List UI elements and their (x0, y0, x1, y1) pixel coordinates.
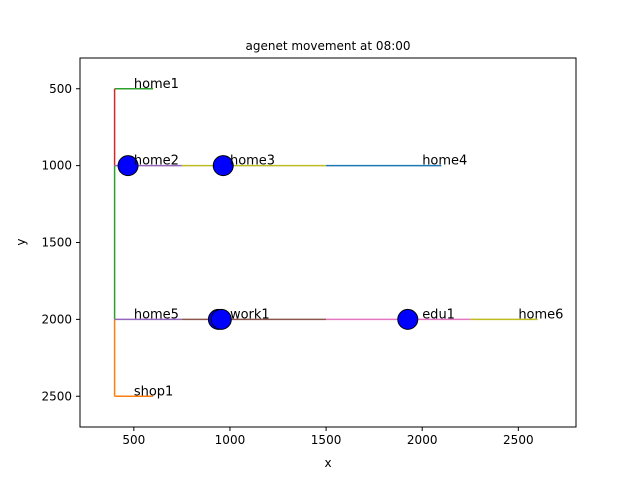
agent-marker (210, 308, 232, 330)
location-label: home4 (422, 154, 467, 169)
location-label: home3 (230, 154, 275, 169)
location-label: shop1 (134, 384, 174, 399)
chart-title: agenet movement at 08:00 (245, 39, 410, 53)
location-labels: home1 home2 home3 home4 home5 work1 edu1 home6 s… (134, 77, 564, 400)
location-label: home1 (134, 77, 179, 92)
location-label: edu1 (422, 307, 455, 322)
y-axis-label: y (14, 238, 28, 245)
x-tick-label: 500 (122, 433, 145, 447)
location-label: home2 (134, 154, 179, 169)
agent-marker (397, 308, 419, 330)
y-tick-label: 500 (49, 82, 72, 96)
y-tick-label: 1500 (41, 236, 72, 250)
agent-marker (212, 155, 234, 177)
plot-frame (79, 57, 577, 428)
x-tick-label: 1000 (215, 433, 246, 447)
x-tick-label: 1500 (311, 433, 342, 447)
agent-marker (117, 155, 139, 177)
y-tick-label: 2000 (41, 312, 72, 326)
location-label: home6 (518, 307, 563, 322)
x-tick-label: 2500 (503, 433, 534, 447)
x-tick-label: 2000 (407, 433, 438, 447)
road-lines (113, 88, 538, 398)
agent-markers (117, 155, 419, 330)
y-tick-label: 2500 (41, 389, 72, 403)
y-axis-ticks: 500 1000 1500 2000 2500 (41, 82, 80, 403)
location-label: home5 (134, 307, 179, 322)
x-axis-label: x (324, 456, 331, 470)
y-tick-label: 1000 (41, 159, 72, 173)
x-axis-ticks: 500 1000 1500 2000 2500 (122, 427, 534, 447)
location-label: work1 (230, 307, 270, 322)
